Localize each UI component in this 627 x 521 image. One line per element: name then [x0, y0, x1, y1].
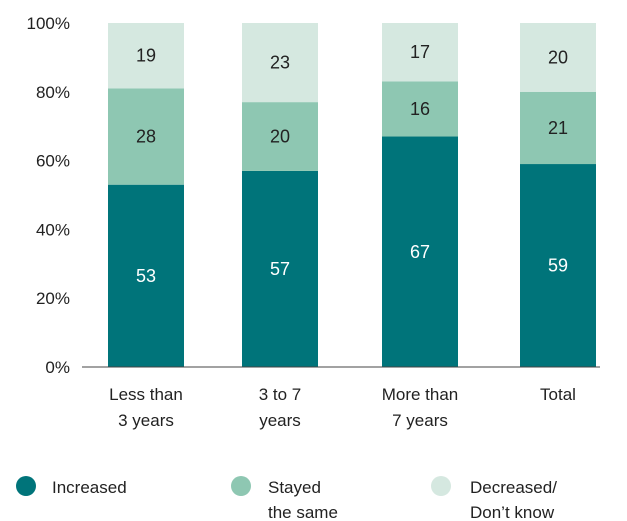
data-label: 67: [410, 242, 430, 262]
bar-segment-decreased: [242, 23, 318, 103]
legend-label: Stayed the same: [268, 478, 338, 521]
y-axis: 0% 20% 40% 60% 80% 100%: [27, 14, 70, 377]
data-label: 57: [270, 259, 290, 279]
x-axis: Less than 3 years 3 to 7 years More than 7 ye…: [82, 366, 600, 430]
bar-segment-stayed-same: [520, 91, 596, 165]
data-label: 28: [136, 127, 156, 147]
bar-segment-stayed-same: [242, 102, 318, 171]
x-category-label: Total: [540, 385, 576, 404]
bar-segment-increased: [520, 164, 596, 367]
y-tick-label: 20%: [36, 289, 70, 308]
bar-segment-stayed-same: [108, 88, 184, 185]
legend-label: Increased: [52, 478, 127, 497]
y-tick-label: 60%: [36, 152, 70, 171]
bar-segment-decreased: [520, 23, 596, 92]
data-label: 53: [136, 266, 156, 286]
bar-segment-increased: [382, 136, 458, 367]
data-label: 19: [136, 46, 156, 66]
data-label: 21: [548, 118, 568, 138]
bar-segment-increased: [108, 184, 184, 367]
y-tick-label: 80%: [36, 83, 70, 102]
y-tick-label: 40%: [36, 220, 70, 239]
legend: Increased Stayed the same Decreased/Don’t k…: [16, 476, 557, 521]
legend-marker: [431, 476, 451, 496]
legend-marker: [16, 476, 36, 496]
data-label: 23: [270, 53, 290, 73]
legend-label: Decreased/Don’t know: [470, 478, 557, 521]
data-label: 20: [548, 47, 568, 67]
data-label: 59: [548, 256, 568, 276]
bar-segment-increased: [242, 170, 318, 367]
y-tick-label: 100%: [27, 14, 70, 33]
x-category-label: More than 7 years: [382, 385, 459, 430]
bar-segment-stayed-same: [382, 81, 458, 137]
data-label: 17: [410, 42, 430, 62]
data-label: 20: [270, 127, 290, 147]
legend-marker: [231, 476, 251, 496]
bars: 53 28 19 57 20 23 67 16 17 59 21 20: [108, 23, 596, 367]
bar-segment-decreased: [382, 23, 458, 82]
x-category-label: Less than 3 years: [109, 385, 183, 430]
y-tick-label: 0%: [45, 358, 70, 377]
x-category-label: 3 to 7 years: [259, 385, 302, 430]
data-label: 16: [410, 99, 430, 119]
bar-segment-decreased: [108, 23, 184, 89]
